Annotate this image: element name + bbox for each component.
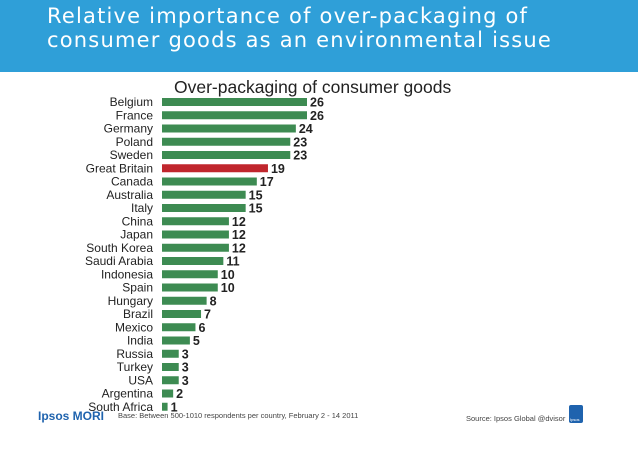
- category-label-hungary: Hungary: [108, 294, 153, 308]
- category-label-usa: USA: [128, 373, 153, 387]
- value-label-turkey: 3: [182, 361, 189, 375]
- category-label-italy: Italy: [131, 201, 153, 215]
- value-label-south-africa: 1: [171, 400, 178, 414]
- category-label-france: France: [116, 108, 154, 122]
- category-label-spain: Spain: [122, 281, 153, 295]
- value-label-india: 5: [193, 334, 200, 348]
- value-label-poland: 23: [293, 135, 307, 149]
- ipsos-badge-icon: Ipsos: [569, 405, 583, 423]
- value-label-australia: 15: [249, 188, 263, 202]
- value-label-indonesia: 10: [221, 268, 235, 282]
- bar-argentina: [162, 389, 174, 398]
- value-label-belgium: 26: [310, 96, 324, 110]
- value-label-russia: 3: [182, 347, 189, 361]
- category-label-japan: Japan: [120, 228, 153, 242]
- bar-saudi-arabia: [162, 257, 224, 265]
- bar-belgium: [162, 98, 307, 106]
- category-label-south-korea: South Korea: [86, 241, 153, 255]
- bar-sweden: [162, 151, 291, 159]
- source-note: Source: Ipsos Global @dvisor: [466, 414, 566, 423]
- category-label-saudi-arabia: Saudi Arabia: [85, 254, 153, 268]
- bar-mexico: [162, 323, 196, 332]
- bar-italy: [162, 204, 246, 212]
- bar-great-britain: [162, 164, 268, 173]
- value-label-spain: 10: [221, 281, 235, 295]
- bar-usa: [162, 376, 179, 385]
- bar-canada: [162, 177, 257, 186]
- bar-france: [162, 111, 307, 120]
- value-label-hungary: 8: [210, 294, 217, 308]
- bar-russia: [162, 349, 179, 358]
- value-label-great-britain: 19: [271, 162, 285, 176]
- value-label-argentina: 2: [176, 387, 183, 401]
- value-label-mexico: 6: [198, 321, 205, 335]
- bar-south-korea: [162, 243, 229, 252]
- category-label-brazil: Brazil: [123, 307, 153, 321]
- base-note: Base: Between 500-1010 respondents per c…: [118, 411, 359, 420]
- value-label-china: 12: [232, 215, 246, 229]
- page-title: Relative importance of over-packaging of…: [47, 4, 553, 52]
- value-label-saudi-arabia: 11: [226, 255, 239, 269]
- bar-china: [162, 217, 229, 226]
- chart-title: Over-packaging of consumer goods: [174, 77, 452, 97]
- value-label-france: 26: [310, 109, 324, 123]
- bar-indonesia: [162, 270, 218, 279]
- category-label-south-africa: South Africa: [88, 400, 153, 414]
- bar-turkey: [162, 363, 179, 371]
- value-label-usa: 3: [182, 374, 189, 388]
- category-label-poland: Poland: [116, 135, 153, 149]
- bar-india: [162, 336, 190, 345]
- category-label-argentina: Argentina: [102, 387, 154, 401]
- category-label-great-britain: Great Britain: [86, 161, 153, 175]
- title-band: Relative importance of over-packaging of…: [0, 0, 638, 72]
- ipsos-mori-logo: Ipsos MORI: [38, 409, 105, 423]
- bar-germany: [162, 124, 296, 133]
- value-label-sweden: 23: [293, 149, 307, 163]
- bar-brazil: [162, 310, 202, 318]
- value-label-italy: 15: [249, 202, 263, 216]
- category-label-china: China: [122, 214, 154, 228]
- category-label-indonesia: Indonesia: [101, 267, 153, 281]
- bar-australia: [162, 190, 246, 199]
- bar-japan: [162, 230, 229, 239]
- category-label-canada: Canada: [111, 175, 153, 189]
- value-label-germany: 24: [299, 122, 313, 136]
- value-label-brazil: 7: [204, 308, 211, 322]
- category-label-turkey: Turkey: [117, 360, 153, 374]
- value-label-south-korea: 12: [232, 241, 246, 255]
- category-label-russia: Russia: [116, 347, 153, 361]
- bar-spain: [162, 283, 218, 292]
- category-label-sweden: Sweden: [110, 148, 153, 162]
- value-label-japan: 12: [232, 228, 246, 242]
- bar-south-africa: [162, 402, 168, 411]
- bar-poland: [162, 137, 291, 146]
- value-label-canada: 17: [260, 175, 274, 189]
- category-label-india: India: [127, 334, 153, 348]
- badge-label: Ipsos: [570, 417, 580, 422]
- bar-hungary: [162, 296, 207, 305]
- category-label-mexico: Mexico: [115, 320, 153, 334]
- category-label-australia: Australia: [106, 188, 153, 202]
- category-label-germany: Germany: [104, 122, 153, 136]
- category-label-belgium: Belgium: [110, 95, 153, 109]
